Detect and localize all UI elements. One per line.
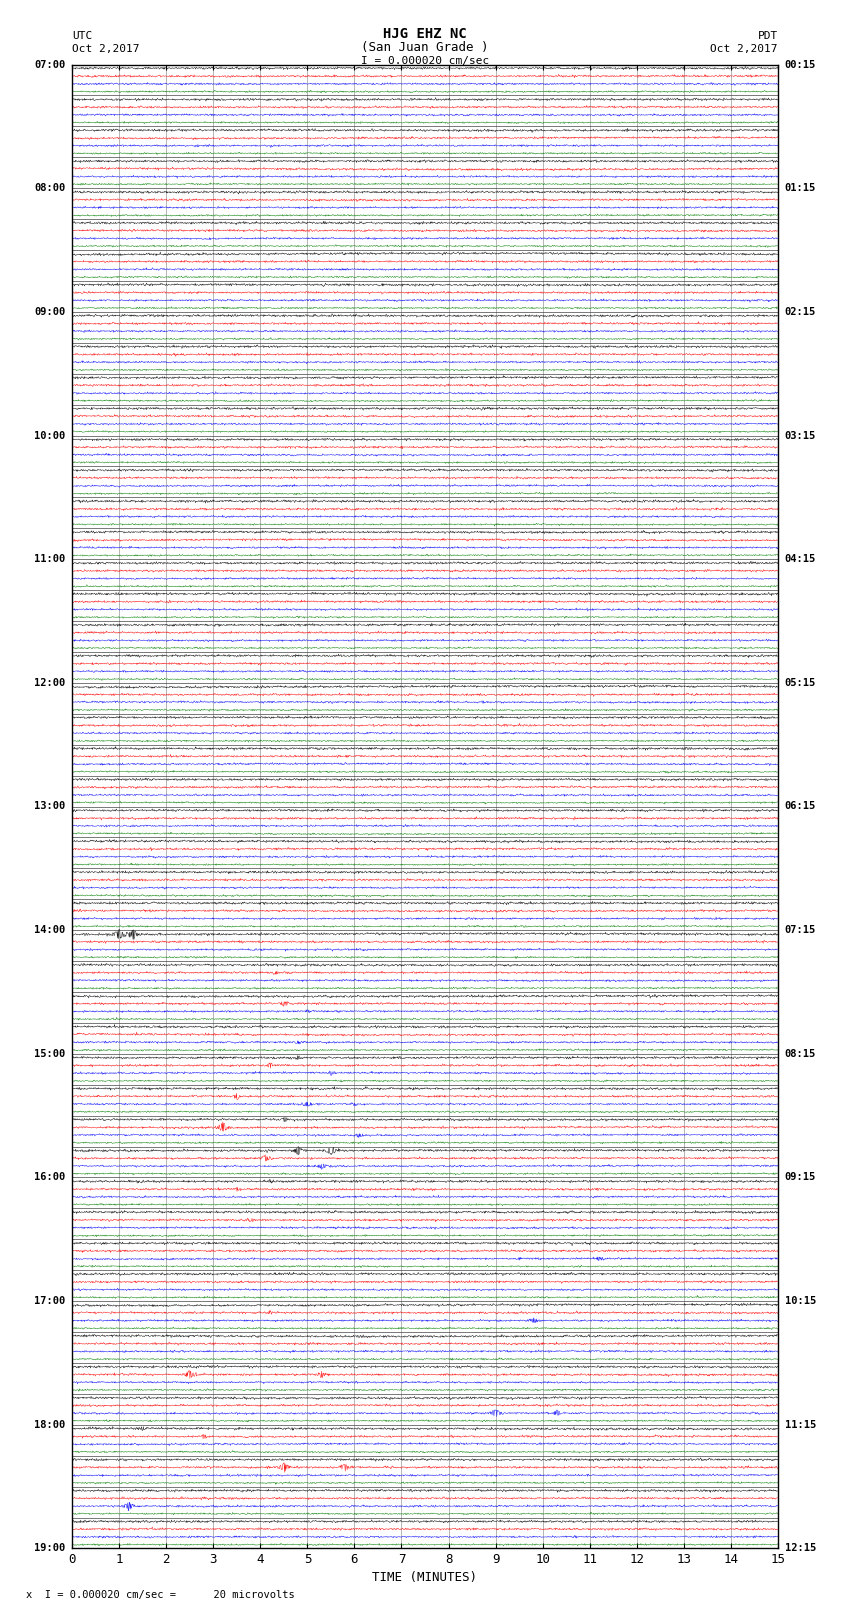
- Text: 12:00: 12:00: [34, 677, 65, 687]
- Text: 09:00: 09:00: [34, 306, 65, 316]
- Text: 01:15: 01:15: [785, 184, 816, 194]
- Text: 04:15: 04:15: [785, 555, 816, 565]
- Text: 08:00: 08:00: [34, 184, 65, 194]
- Text: 05:15: 05:15: [785, 677, 816, 687]
- Text: 19:00: 19:00: [34, 1544, 65, 1553]
- Text: Oct 2,2017: Oct 2,2017: [711, 44, 778, 53]
- Text: 13:00: 13:00: [34, 802, 65, 811]
- Text: 11:15: 11:15: [785, 1419, 816, 1429]
- Text: 06:15: 06:15: [785, 802, 816, 811]
- Text: HJG EHZ NC: HJG EHZ NC: [383, 27, 467, 40]
- Text: (San Juan Grade ): (San Juan Grade ): [361, 40, 489, 53]
- Text: 03:15: 03:15: [785, 431, 816, 440]
- Text: PDT: PDT: [757, 31, 778, 40]
- Text: 10:15: 10:15: [785, 1297, 816, 1307]
- Text: Oct 2,2017: Oct 2,2017: [72, 44, 139, 53]
- Text: 17:00: 17:00: [34, 1297, 65, 1307]
- Text: 07:00: 07:00: [34, 60, 65, 69]
- Text: 14:00: 14:00: [34, 926, 65, 936]
- Text: 18:00: 18:00: [34, 1419, 65, 1429]
- Text: 10:00: 10:00: [34, 431, 65, 440]
- X-axis label: TIME (MINUTES): TIME (MINUTES): [372, 1571, 478, 1584]
- Text: 02:15: 02:15: [785, 306, 816, 316]
- Text: x  I = 0.000020 cm/sec =      20 microvolts: x I = 0.000020 cm/sec = 20 microvolts: [26, 1590, 294, 1600]
- Text: 08:15: 08:15: [785, 1048, 816, 1058]
- Text: 00:15: 00:15: [785, 60, 816, 69]
- Text: 11:00: 11:00: [34, 555, 65, 565]
- Text: 07:15: 07:15: [785, 926, 816, 936]
- Text: 15:00: 15:00: [34, 1048, 65, 1058]
- Text: 16:00: 16:00: [34, 1173, 65, 1182]
- Text: I = 0.000020 cm/sec: I = 0.000020 cm/sec: [361, 56, 489, 66]
- Text: UTC: UTC: [72, 31, 93, 40]
- Text: 09:15: 09:15: [785, 1173, 816, 1182]
- Text: 12:15: 12:15: [785, 1544, 816, 1553]
